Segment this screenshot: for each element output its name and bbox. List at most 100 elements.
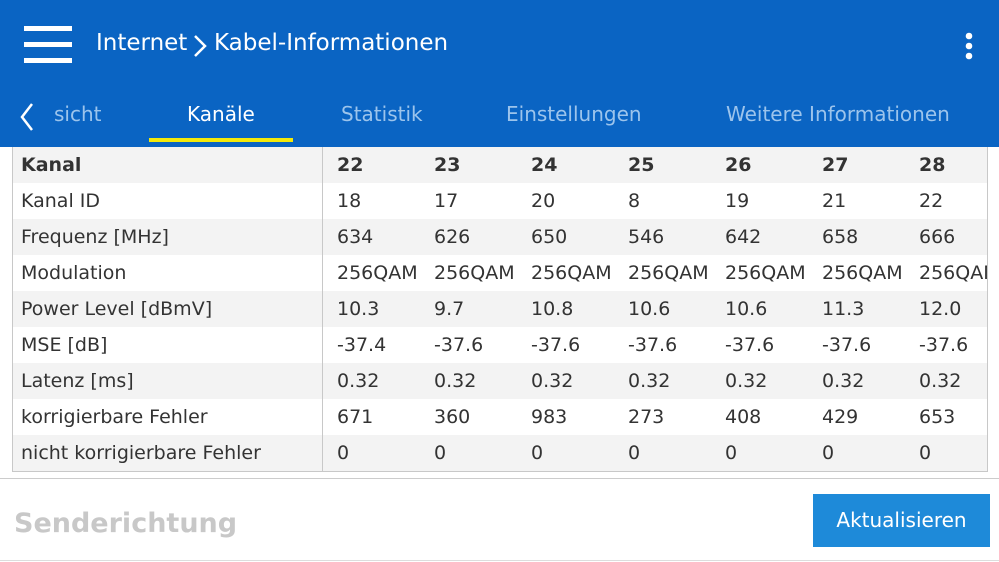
breadcrumb: Kabel-Informationen (214, 30, 449, 56)
cell-value: 12.0 (919, 298, 962, 320)
cell-value: 0.32 (919, 370, 962, 392)
cell-value: 23 (434, 154, 461, 176)
cell-value: 546 (628, 226, 665, 248)
cell-value: 658 (822, 226, 859, 248)
cell-value: 256QAM (531, 262, 612, 284)
table-row: korrigierbare Fehler 671 360 983 273 408 429 65… (13, 399, 987, 435)
cell-value: 0.32 (531, 370, 574, 392)
cell-value: 28 (919, 154, 946, 176)
cell-value: 10.3 (337, 298, 380, 320)
cell-value: 671 (337, 406, 374, 428)
row-label: Latenz [ms] (21, 370, 134, 392)
cell-value: -37.6 (531, 334, 581, 356)
cell-value: -37.6 (919, 334, 969, 356)
menu-icon[interactable] (24, 26, 72, 64)
tab[interactable]: sicht (54, 102, 102, 126)
table-row: MSE [dB] -37.4 -37.6 -37.6 -37.6 -37.6 -37.6 -3… (13, 327, 987, 363)
row-label: Kanal ID (21, 190, 101, 212)
table-row: Power Level [dBmV] 10.3 9.7 10.8 10.6 10.6 11.… (13, 291, 987, 327)
tab[interactable]: Weitere Informationen (726, 102, 950, 126)
cell-value: 10.6 (628, 298, 671, 320)
row-label: Kanal (21, 154, 82, 176)
cell-value: -37.6 (725, 334, 775, 356)
cell-value: 0 (725, 442, 738, 464)
cell-value: 0 (628, 442, 641, 464)
cell-value: 9.7 (434, 298, 465, 320)
tab-indicator (149, 138, 293, 142)
cell-value: 27 (822, 154, 849, 176)
more-icon[interactable] (963, 32, 975, 60)
cell-value: 983 (531, 406, 568, 428)
cell-value: 626 (434, 226, 471, 248)
cell-value: -37.6 (822, 334, 872, 356)
cell-value: 22 (919, 190, 944, 212)
app-bar: Internet Kabel-Informationen sicht Kanäl… (0, 0, 999, 147)
row-label: MSE [dB] (21, 334, 108, 356)
cell-value: 0 (434, 442, 447, 464)
cell-value: 429 (822, 406, 859, 428)
cell-value: 360 (434, 406, 471, 428)
tab[interactable]: Statistik (341, 102, 423, 126)
tab-back[interactable] (18, 102, 36, 132)
cell-value: 10.6 (725, 298, 768, 320)
cell-value: 256QAM (725, 262, 806, 284)
cell-value: 20 (531, 190, 556, 212)
cell-value: 0 (531, 442, 544, 464)
cell-value: -37.6 (434, 334, 484, 356)
cell-value: 0 (919, 442, 932, 464)
row-label: Modulation (21, 262, 127, 284)
channel-table: Kanal 22 23 24 25 26 27 28 Kanal ID 18 17 20 8 19 21 22… (12, 147, 988, 472)
cell-value: 8 (628, 190, 641, 212)
table-row: Kanal ID 18 17 20 8 19 21 22 (13, 183, 987, 219)
cell-value: 408 (725, 406, 762, 428)
table-row: nicht korrigierbare Fehler 0 0 0 0 0 0 0 (13, 435, 987, 471)
cell-value: 24 (531, 154, 558, 176)
cell-value: 0.32 (822, 370, 865, 392)
table-row: Kanal 22 23 24 25 26 27 28 (13, 147, 987, 183)
cell-value: 19 (725, 190, 750, 212)
cell-value: 25 (628, 154, 655, 176)
cell-value: 0 (337, 442, 350, 464)
cell-value: 653 (919, 406, 956, 428)
refresh-button[interactable]: Aktualisieren (813, 494, 990, 547)
row-label: korrigierbare Fehler (21, 406, 208, 428)
cell-value: 666 (919, 226, 956, 248)
cell-value: 22 (337, 154, 364, 176)
table-row: Frequenz [MHz] 634 626 650 546 642 658 666 (13, 219, 987, 255)
cell-value: 0.32 (337, 370, 380, 392)
cell-value: 26 (725, 154, 752, 176)
cell-value: 0.32 (434, 370, 477, 392)
cell-value: 256QAM (337, 262, 418, 284)
cell-value: 0 (822, 442, 835, 464)
cell-value: 10.8 (531, 298, 574, 320)
cell-value: 0.32 (725, 370, 768, 392)
cell-value: 642 (725, 226, 762, 248)
column-divider (322, 147, 323, 471)
row-label: nicht korrigierbare Fehler (21, 442, 261, 464)
cell-value: -37.4 (337, 334, 387, 356)
cell-value: 650 (531, 226, 568, 248)
table-row: Modulation 256QAM 256QAM 256QAM 256QAM 256QAM… (13, 255, 987, 291)
cell-value: 18 (337, 190, 362, 212)
tab-active[interactable]: Kanäle (187, 102, 255, 126)
divider (0, 560, 999, 561)
cell-value: 256QAM (919, 262, 987, 284)
section-title: Senderichtung (14, 508, 238, 539)
cell-value: 256QAM (628, 262, 709, 284)
cell-value: -37.6 (628, 334, 678, 356)
cell-value: 17 (434, 190, 459, 212)
row-label: Frequenz [MHz] (21, 226, 169, 248)
cell-value: 634 (337, 226, 374, 248)
cell-value: 256QAM (434, 262, 515, 284)
row-label: Power Level [dBmV] (21, 298, 213, 320)
table-row: Latenz [ms] 0.32 0.32 0.32 0.32 0.32 0.32 0.32 (13, 363, 987, 399)
cell-value: 0.32 (628, 370, 671, 392)
cell-value: 21 (822, 190, 847, 212)
tab[interactable]: Einstellungen (506, 102, 642, 126)
chevron (194, 35, 207, 57)
cell-value: 11.3 (822, 298, 865, 320)
breadcrumb[interactable]: Internet (96, 30, 188, 56)
divider (0, 478, 999, 479)
cell-value: 256QAM (822, 262, 903, 284)
